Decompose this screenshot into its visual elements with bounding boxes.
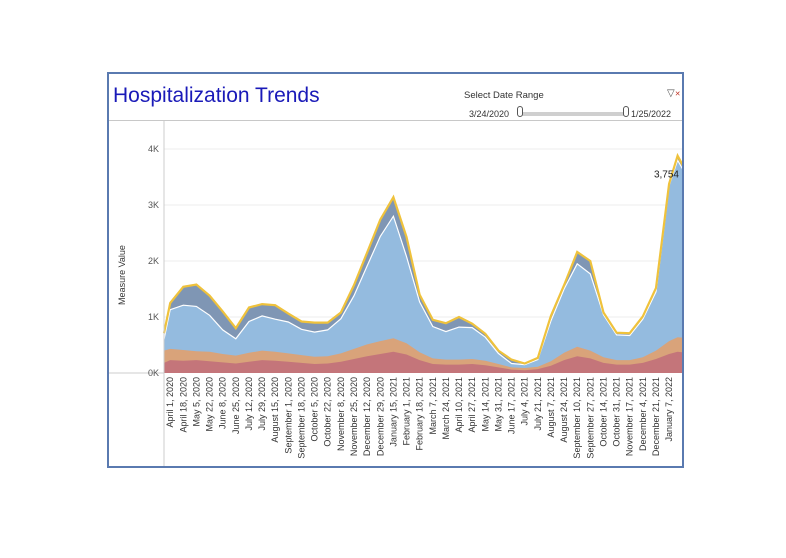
total-lines xyxy=(162,152,682,366)
inner-total-line xyxy=(163,158,682,366)
x-tick-label: August 24, 2021 xyxy=(559,377,569,443)
x-tick-label: November 8, 2020 xyxy=(336,377,346,451)
y-tick-label: 3K xyxy=(148,200,159,210)
page-title: Hospitalization Trends xyxy=(113,84,320,107)
header-divider xyxy=(109,120,682,121)
x-tick-label: August 15, 2020 xyxy=(270,377,280,443)
x-tick-label: August 7, 2021 xyxy=(546,377,556,438)
x-tick-label: December 29, 2020 xyxy=(375,377,385,456)
dashboard-panel: Hospitalization Trends Select Date Range… xyxy=(107,72,684,468)
x-tick-label: October 5, 2020 xyxy=(310,377,320,442)
area-series-3 xyxy=(164,160,682,373)
x-tick-label: May 14, 2021 xyxy=(480,377,490,432)
x-tick-label: January 7, 2022 xyxy=(664,377,674,442)
x-tick-label: September 1, 2020 xyxy=(283,377,293,454)
x-tick-label: April 27, 2021 xyxy=(467,377,477,433)
y-tick-label: 1K xyxy=(148,312,159,322)
x-tick-label: June 17, 2021 xyxy=(507,377,517,434)
y-axis-title: Measure Value xyxy=(117,245,127,305)
x-tick-label: February 18, 2021 xyxy=(415,377,425,451)
x-tick-label: April 10, 2021 xyxy=(454,377,464,433)
date-range-start-value: 3/24/2020 xyxy=(469,109,510,119)
x-tick-label: June 25, 2020 xyxy=(231,377,241,434)
x-tick-label: May 5, 2020 xyxy=(191,377,201,427)
x-tick-label: January 15, 2021 xyxy=(388,377,398,447)
x-tick-label: April 1, 2020 xyxy=(165,377,175,428)
date-range-end-handle[interactable] xyxy=(623,106,629,117)
date-range-filter-label: Select Date Range xyxy=(464,90,544,101)
peak-annotation-label: 3,754 xyxy=(654,170,679,181)
x-tick-label: June 8, 2020 xyxy=(218,377,228,429)
x-tick-label: May 22, 2020 xyxy=(205,377,215,432)
x-tick-label: February 1, 2021 xyxy=(402,377,412,446)
x-tick-label: December 12, 2020 xyxy=(362,377,372,456)
x-tick-label: July 29, 2020 xyxy=(257,377,267,431)
x-tick-label: March 24, 2021 xyxy=(441,377,451,440)
x-tick-label: September 27, 2021 xyxy=(585,377,595,459)
area-series-1 xyxy=(164,351,682,373)
x-tick-label: April 18, 2020 xyxy=(178,377,188,433)
date-range-start-handle[interactable] xyxy=(517,106,523,117)
x-tick-label: September 10, 2021 xyxy=(572,377,582,459)
x-tick-label: October 14, 2021 xyxy=(599,377,609,447)
x-tick-label: July 12, 2020 xyxy=(244,377,254,431)
stacked-areas xyxy=(164,155,682,373)
x-tick-label: December 4, 2021 xyxy=(638,377,648,451)
x-tick-label: May 31, 2021 xyxy=(493,377,503,432)
x-tick-label: November 25, 2020 xyxy=(349,377,359,456)
x-tick-label: November 17, 2021 xyxy=(625,377,635,456)
gridlines xyxy=(164,148,682,318)
axes xyxy=(109,121,165,466)
clear-filter-icon[interactable]: ▽✕ xyxy=(667,88,681,99)
y-tick-label: 0K xyxy=(148,368,159,378)
y-tick-label: 4K xyxy=(148,144,159,154)
x-tick-label: December 21, 2021 xyxy=(651,377,661,456)
y-tick-label: 2K xyxy=(148,256,159,266)
date-range-slider-track[interactable] xyxy=(521,112,625,116)
x-tick-label: July 21, 2021 xyxy=(533,377,543,431)
date-range-end-value: 1/25/2022 xyxy=(631,109,672,119)
x-tick-label: July 4, 2021 xyxy=(520,377,530,426)
total-line xyxy=(162,152,682,365)
x-tick-label: October 22, 2020 xyxy=(323,377,333,447)
x-tick-label: March 7, 2021 xyxy=(428,377,438,435)
x-tick-label: September 18, 2020 xyxy=(297,377,307,459)
x-tick-label: October 31, 2021 xyxy=(612,377,622,447)
